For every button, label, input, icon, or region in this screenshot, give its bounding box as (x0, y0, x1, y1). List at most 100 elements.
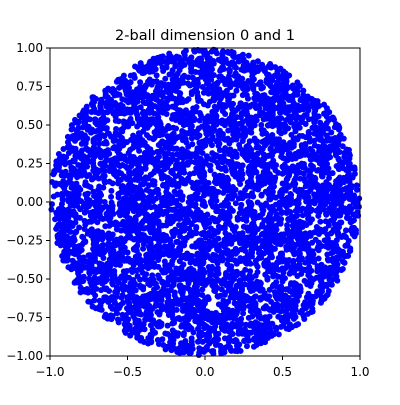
scatter-point (349, 218, 356, 225)
scatter-point (144, 123, 151, 130)
scatter-point (80, 234, 87, 241)
scatter-point (107, 312, 114, 319)
scatter-point (196, 345, 203, 352)
scatter-point (69, 257, 76, 264)
scatter-point (337, 247, 344, 254)
scatter-point (90, 167, 97, 174)
scatter-point (201, 240, 208, 247)
scatter-point (314, 156, 321, 163)
scatter-point (277, 65, 284, 72)
scatter-point (100, 172, 107, 179)
scatter-point (154, 336, 161, 343)
scatter-point (242, 186, 249, 193)
scatter-point (146, 76, 153, 83)
scatter-point (84, 190, 91, 197)
scatter-point (249, 101, 256, 108)
scatter-point (253, 113, 259, 120)
scatter-point (123, 97, 130, 104)
scatter-point (111, 166, 118, 173)
scatter-point (218, 119, 225, 126)
scatter-point (164, 343, 171, 350)
scatter-point (346, 166, 353, 173)
scatter-point (266, 286, 273, 293)
scatter-point (98, 306, 105, 313)
scatter-point (77, 289, 84, 296)
scatter-point (317, 263, 324, 270)
scatter-point (247, 287, 254, 294)
scatter-point (137, 83, 144, 90)
scatter-point (196, 195, 203, 202)
scatter-point (140, 284, 147, 291)
scatter-point (284, 222, 291, 229)
scatter-point (284, 286, 291, 293)
scatter-point (264, 111, 271, 118)
scatter-point (163, 188, 170, 195)
scatter-point (199, 201, 206, 208)
scatter-point (116, 241, 123, 248)
scatter-point (244, 95, 251, 102)
scatter-point (194, 289, 201, 296)
scatter-point (100, 242, 107, 249)
scatter-points (48, 46, 363, 358)
scatter-point (146, 246, 153, 253)
scatter-point (230, 131, 237, 138)
scatter-point (215, 330, 222, 337)
scatter-point (198, 230, 205, 237)
scatter-point (87, 151, 94, 158)
scatter-point (85, 289, 92, 296)
scatter-point (76, 170, 83, 177)
scatter-point (221, 225, 228, 232)
scatter-point (195, 80, 202, 87)
scatter-point (141, 210, 148, 217)
scatter-point (219, 157, 226, 164)
scatter-point (87, 212, 94, 219)
scatter-point (67, 236, 74, 243)
scatter-point (226, 76, 233, 83)
scatter-point (85, 298, 92, 305)
scatter-point (209, 319, 216, 326)
scatter-point (180, 235, 187, 242)
scatter-point (96, 209, 103, 216)
scatter-point (268, 244, 275, 251)
scatter-point (176, 67, 183, 74)
scatter-point (230, 92, 237, 99)
scatter-point (194, 256, 201, 263)
scatter-point (335, 126, 342, 133)
scatter-point (341, 158, 348, 165)
scatter-point (295, 256, 302, 263)
scatter-point (345, 237, 352, 244)
scatter-point (220, 325, 227, 332)
scatter-point (221, 215, 228, 222)
scatter-point (142, 100, 149, 107)
scatter-point (237, 205, 244, 212)
scatter-point (139, 219, 146, 226)
scatter-point (196, 117, 203, 124)
scatter-point (233, 136, 240, 143)
scatter-point (254, 58, 261, 65)
scatter-point (251, 336, 258, 343)
scatter-point (211, 171, 218, 178)
scatter-point (72, 251, 79, 258)
scatter-point (226, 115, 233, 122)
scatter-point (103, 215, 110, 222)
scatter-point (147, 154, 154, 161)
scatter-point (202, 234, 209, 241)
scatter-point (135, 317, 142, 324)
scatter-point (110, 138, 117, 145)
scatter-point (247, 122, 254, 129)
scatter-point (239, 171, 246, 178)
scatter-point (266, 293, 273, 300)
scatter-point (109, 296, 116, 303)
scatter-point (169, 115, 176, 122)
scatter-point (188, 122, 195, 129)
scatter-point (234, 76, 241, 83)
scatter-point (140, 128, 147, 135)
chart-title: 2-ball dimension 0 and 1 (115, 28, 295, 44)
scatter-point (266, 177, 273, 184)
scatter-point (161, 58, 168, 65)
scatter-point (167, 158, 174, 165)
scatter-point (115, 150, 122, 157)
scatter-point (101, 179, 108, 186)
